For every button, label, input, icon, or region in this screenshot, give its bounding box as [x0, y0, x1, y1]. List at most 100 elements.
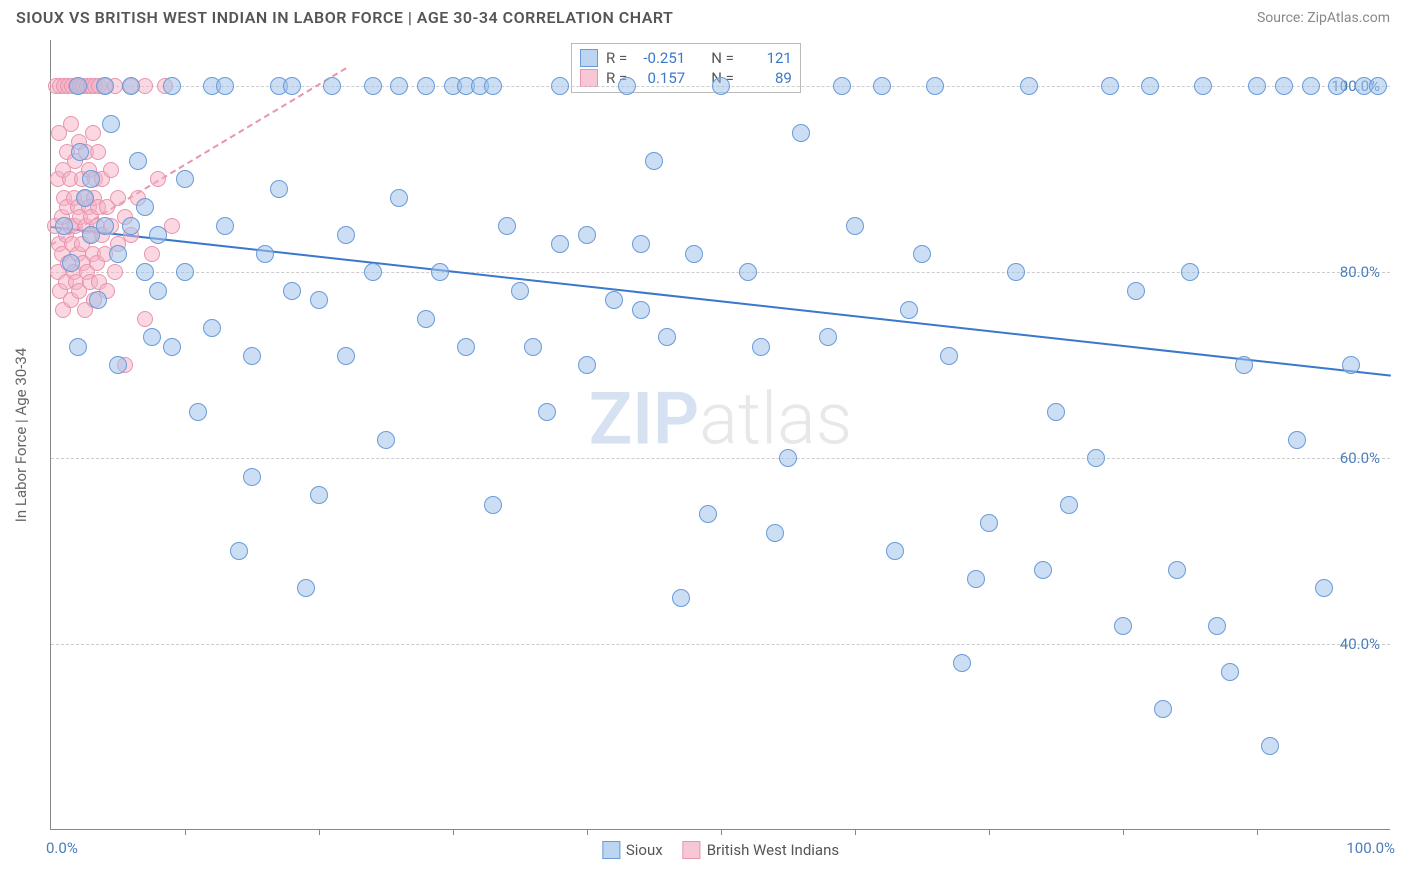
data-point-sioux — [538, 403, 556, 421]
series-legend: Sioux British West Indians — [602, 841, 839, 859]
data-point-sioux — [69, 338, 87, 356]
data-point-sioux — [873, 77, 891, 95]
data-point-sioux — [712, 77, 730, 95]
data-point-sioux — [645, 152, 663, 170]
data-point-sioux — [149, 226, 167, 244]
data-point-sioux — [337, 226, 355, 244]
data-point-sioux — [618, 77, 636, 95]
data-point-sioux — [390, 77, 408, 95]
data-point-sioux — [1302, 77, 1320, 95]
chart-title: SIOUX VS BRITISH WEST INDIAN IN LABOR FO… — [16, 8, 673, 27]
x-tick — [1257, 829, 1258, 835]
data-point-sioux — [109, 245, 127, 263]
data-point-sioux — [216, 77, 234, 95]
data-point-sioux — [364, 263, 382, 281]
data-point-sioux — [766, 524, 784, 542]
data-point-sioux — [216, 217, 234, 235]
data-point-sioux — [337, 347, 355, 365]
data-point-bwi — [144, 246, 160, 262]
data-point-sioux — [283, 282, 301, 300]
y-tick-label: 60.0% — [1340, 449, 1380, 467]
data-point-sioux — [1168, 561, 1186, 579]
data-point-sioux — [1328, 77, 1346, 95]
data-point-sioux — [578, 356, 596, 374]
data-point-sioux — [76, 189, 94, 207]
data-point-bwi — [110, 190, 126, 206]
data-point-sioux — [578, 226, 596, 244]
stats-row-bwi: R = 0.157 N = 89 — [580, 68, 792, 88]
grid-line — [51, 458, 1390, 459]
x-tick — [587, 829, 588, 835]
watermark: ZIPatlas — [589, 376, 853, 461]
data-point-sioux — [980, 514, 998, 532]
data-point-sioux — [886, 542, 904, 560]
data-point-sioux — [779, 449, 797, 467]
data-point-sioux — [1194, 77, 1212, 95]
data-point-sioux — [1208, 617, 1226, 635]
data-point-sioux — [136, 263, 154, 281]
data-point-sioux — [297, 579, 315, 597]
data-point-sioux — [739, 263, 757, 281]
legend-item-sioux: Sioux — [602, 841, 663, 859]
data-point-sioux — [310, 486, 328, 504]
data-point-sioux — [176, 170, 194, 188]
data-point-sioux — [1248, 77, 1266, 95]
chart-container: ZIPatlas R = -0.251 N = 121 R = 0.157 N … — [50, 40, 1390, 830]
data-point-sioux — [163, 338, 181, 356]
data-point-sioux — [1141, 77, 1159, 95]
data-point-sioux — [1154, 700, 1172, 718]
data-point-sioux — [1101, 77, 1119, 95]
grid-line — [51, 644, 1390, 645]
data-point-bwi — [90, 144, 106, 160]
x-tick — [319, 829, 320, 835]
data-point-sioux — [270, 180, 288, 198]
data-point-sioux — [417, 77, 435, 95]
data-point-sioux — [62, 254, 80, 272]
data-point-sioux — [900, 301, 918, 319]
source-attribution: Source: ZipAtlas.com — [1257, 10, 1390, 26]
data-point-sioux — [484, 496, 502, 514]
stats-row-sioux: R = -0.251 N = 121 — [580, 48, 792, 68]
data-point-sioux — [752, 338, 770, 356]
data-point-sioux — [149, 282, 167, 300]
data-point-sioux — [699, 505, 717, 523]
data-point-sioux — [792, 124, 810, 142]
data-point-sioux — [632, 301, 650, 319]
legend-item-bwi: British West Indians — [683, 841, 839, 859]
data-point-sioux — [310, 291, 328, 309]
data-point-sioux — [283, 77, 301, 95]
data-point-sioux — [82, 170, 100, 188]
data-point-sioux — [1007, 263, 1025, 281]
data-point-sioux — [1060, 496, 1078, 514]
data-point-sioux — [926, 77, 944, 95]
data-point-sioux — [551, 235, 569, 253]
data-point-sioux — [1369, 77, 1387, 95]
x-tick — [185, 829, 186, 835]
data-point-sioux — [256, 245, 274, 263]
data-point-sioux — [685, 245, 703, 263]
data-point-sioux — [1221, 663, 1239, 681]
x-tick — [721, 829, 722, 835]
data-point-sioux — [136, 198, 154, 216]
data-point-sioux — [1315, 579, 1333, 597]
data-point-sioux — [96, 77, 114, 95]
data-point-sioux — [1342, 356, 1360, 374]
data-point-sioux — [967, 570, 985, 588]
data-point-sioux — [913, 245, 931, 263]
data-point-sioux — [819, 328, 837, 346]
data-point-sioux — [1288, 431, 1306, 449]
data-point-sioux — [243, 468, 261, 486]
y-axis-title: In Labor Force | Age 30-34 — [12, 347, 30, 521]
data-point-sioux — [129, 152, 147, 170]
x-tick — [855, 829, 856, 835]
data-point-sioux — [632, 235, 650, 253]
data-point-sioux — [323, 77, 341, 95]
data-point-sioux — [1127, 282, 1145, 300]
legend-swatch-bwi — [683, 841, 701, 859]
plot-area: ZIPatlas R = -0.251 N = 121 R = 0.157 N … — [50, 40, 1390, 830]
x-min-label: 0.0% — [46, 839, 78, 857]
data-point-sioux — [122, 77, 140, 95]
data-point-sioux — [96, 217, 114, 235]
data-point-sioux — [605, 291, 623, 309]
data-point-sioux — [417, 310, 435, 328]
